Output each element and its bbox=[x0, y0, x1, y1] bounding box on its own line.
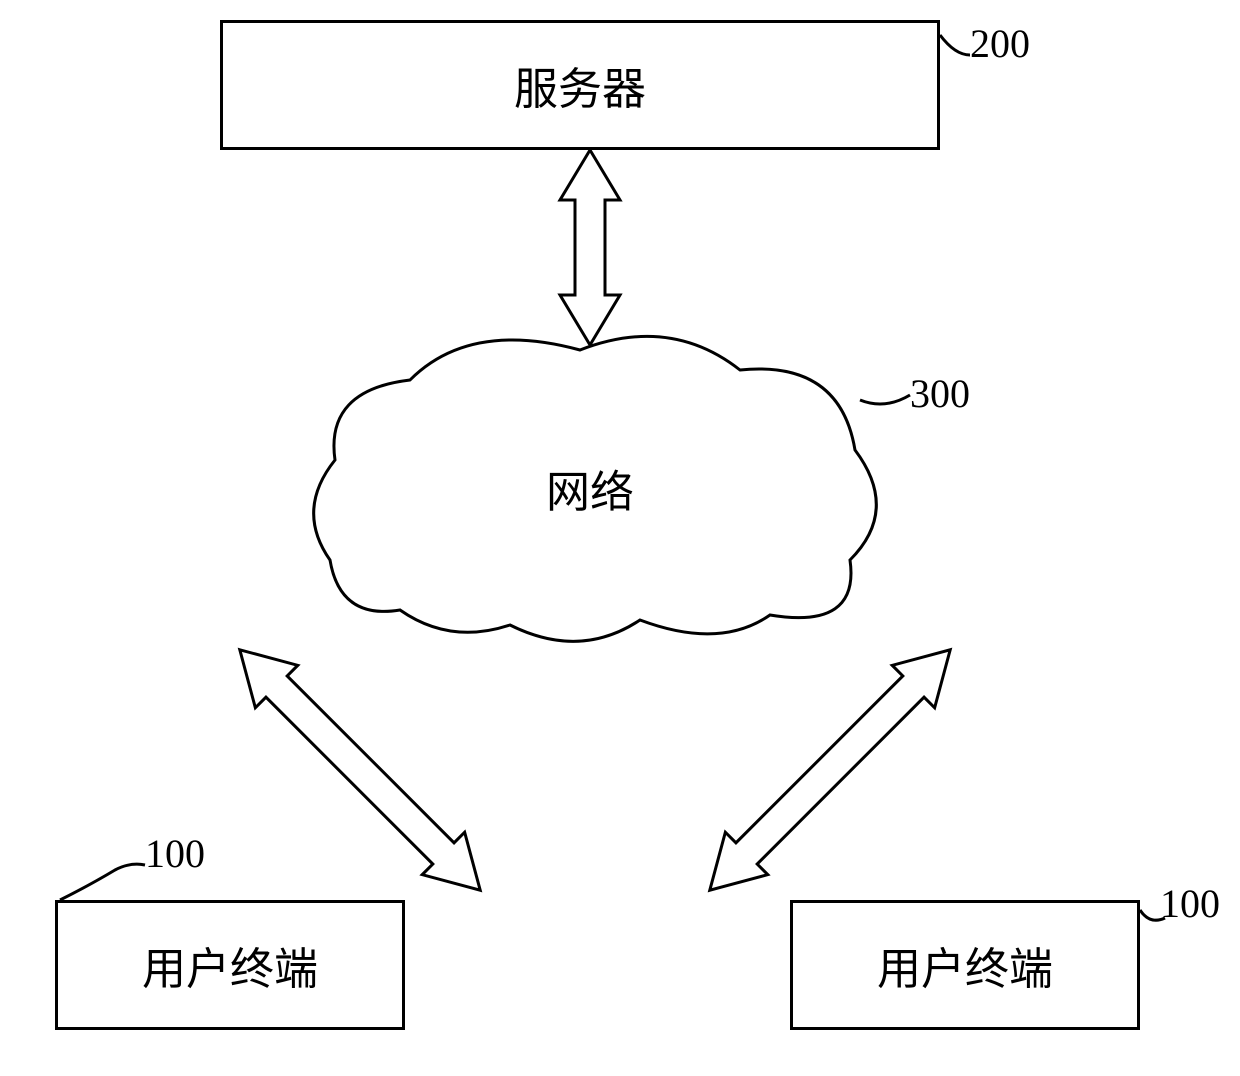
arrow-server-network bbox=[540, 150, 640, 345]
ref-label-300: 300 bbox=[910, 370, 970, 417]
network-node: 网络 bbox=[300, 330, 880, 660]
ref-label-100-left: 100 bbox=[145, 830, 205, 877]
arrow-network-terminal-right bbox=[680, 620, 980, 920]
terminal-left-label: 用户终端 bbox=[142, 933, 318, 997]
server-label: 服务器 bbox=[514, 53, 646, 117]
ref-label-200: 200 bbox=[970, 20, 1030, 67]
terminal-right-node: 用户终端 bbox=[790, 900, 1140, 1030]
terminal-right-label: 用户终端 bbox=[877, 933, 1053, 997]
network-label: 网络 bbox=[546, 456, 634, 520]
ref-label-100-right: 100 bbox=[1160, 880, 1220, 927]
arrow-network-terminal-left bbox=[210, 620, 510, 920]
server-node: 服务器 bbox=[220, 20, 940, 150]
network-diagram: 服务器 200 网络 300 用户终端 100 bbox=[0, 0, 1240, 1076]
terminal-left-node: 用户终端 bbox=[55, 900, 405, 1030]
